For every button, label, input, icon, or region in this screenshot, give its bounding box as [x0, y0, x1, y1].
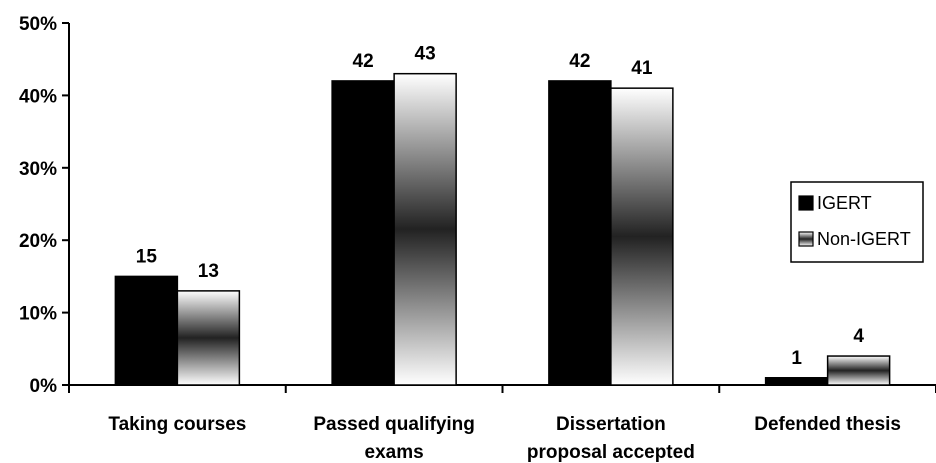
legend-label: IGERT	[817, 193, 872, 213]
y-tick-label: 30%	[19, 159, 57, 180]
y-tick-label: 0%	[30, 376, 58, 397]
data-label: 13	[198, 261, 219, 282]
data-label: 41	[631, 58, 653, 79]
bar-non-igert	[176, 290, 241, 386]
data-label: 42	[353, 51, 374, 72]
category-label: Passed qualifying exams	[313, 414, 475, 463]
data-label: 43	[415, 44, 436, 65]
data-label: 15	[136, 246, 158, 267]
bar-igert	[331, 80, 395, 386]
category-label: Defended thesis	[754, 414, 901, 435]
bars	[114, 72, 891, 386]
bar-igert	[548, 80, 612, 386]
labels: Taking courses Passed qualifying exams Diss…	[108, 44, 901, 463]
legend-label: Non-IGERT	[817, 229, 911, 249]
y-tick-label: 40%	[19, 86, 57, 107]
category-label: Dissertation proposal accepted	[527, 414, 695, 463]
legend-swatch	[798, 231, 814, 247]
y-tick-label: 20%	[19, 231, 57, 252]
bar-non-igert	[393, 72, 457, 386]
data-label: 1	[791, 348, 802, 369]
y-tick-label: 50%	[19, 14, 57, 35]
bar-non-igert	[610, 87, 674, 386]
data-label: 4	[853, 326, 864, 347]
legend: IGERT Non-IGERT	[790, 181, 924, 263]
bar-igert	[764, 377, 829, 386]
bar-non-igert	[826, 355, 891, 386]
data-label: 42	[569, 51, 590, 72]
y-tick-label: 10%	[19, 304, 57, 325]
bar-igert	[114, 275, 179, 386]
category-label: Taking courses	[108, 414, 246, 435]
legend-swatch	[798, 195, 814, 211]
legend-box	[790, 181, 924, 263]
